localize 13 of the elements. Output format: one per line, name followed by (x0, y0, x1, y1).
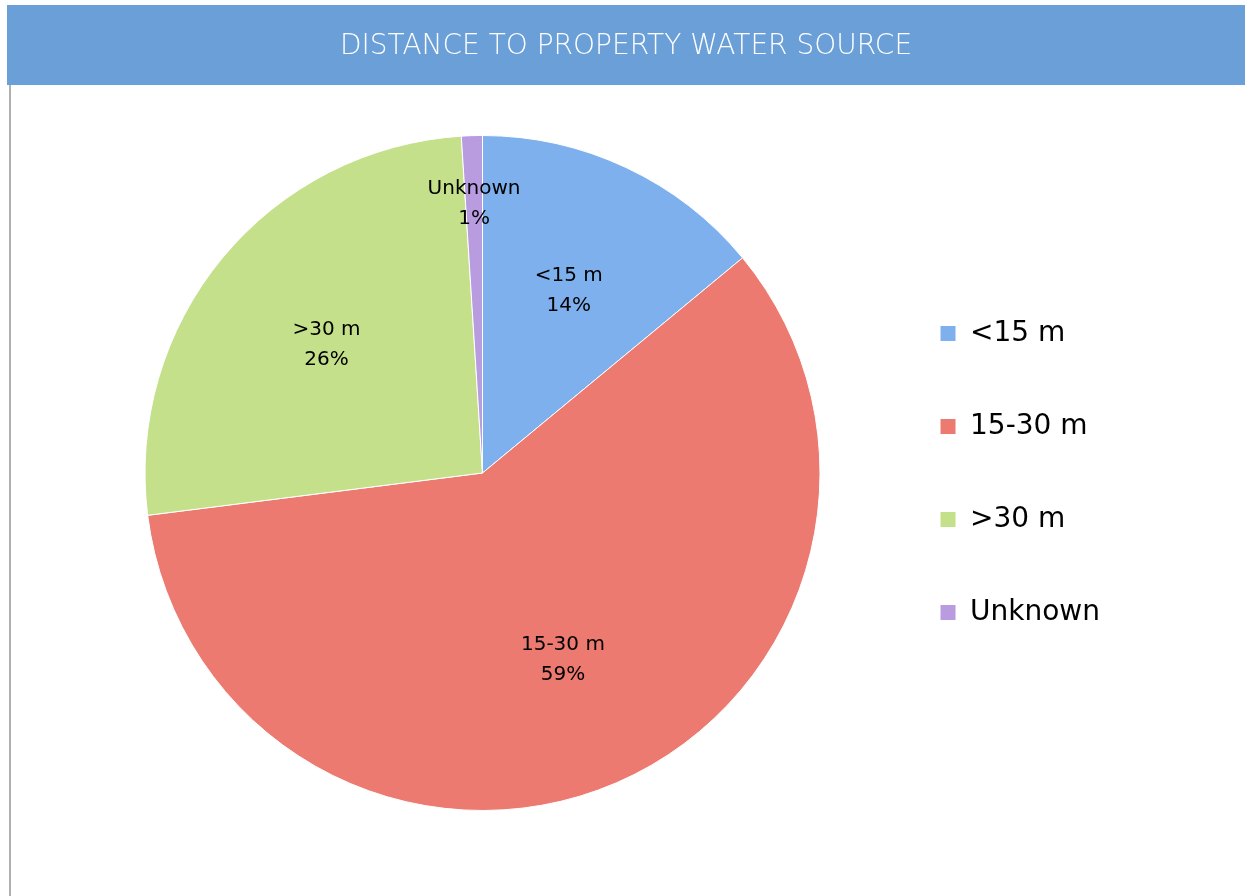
slice-label: >30 m (292, 316, 361, 341)
legend-label: Unknown (970, 593, 1101, 627)
data-label: 14% (546, 291, 591, 316)
legend-label: <15 m (970, 314, 1066, 348)
slice-label: <15 m (534, 261, 603, 286)
data-label: 26% (304, 346, 349, 371)
data-label: 59% (540, 661, 586, 686)
legend-label: 15-30 m (970, 407, 1088, 441)
legend-label: >30 m (970, 500, 1066, 534)
slice-label: 15-30 m (520, 631, 605, 656)
slice-label: Unknown (427, 175, 521, 200)
data-label: 1% (458, 205, 490, 230)
chart-title: DISTANCE TO PROPERTY WATER SOURCE (7, 5, 1245, 85)
